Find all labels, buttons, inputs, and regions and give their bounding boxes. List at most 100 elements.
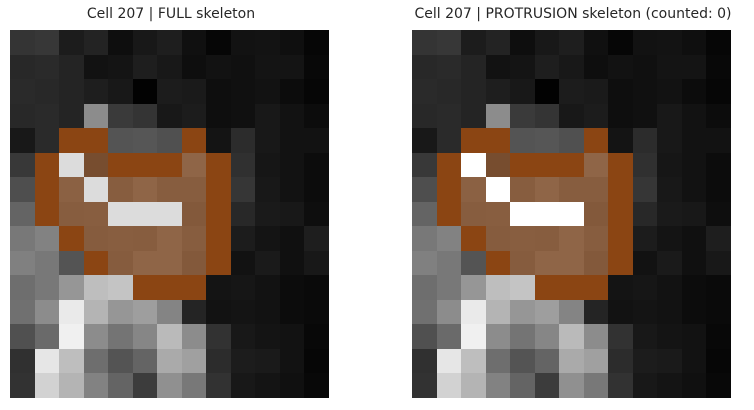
pixel-cell — [436, 373, 461, 398]
pixel-cell — [461, 30, 486, 55]
pixel-cell — [681, 250, 706, 275]
pixel-cell — [461, 128, 486, 153]
pixel-cell — [657, 128, 682, 153]
pixel-cell — [59, 275, 84, 300]
pixel-cell — [83, 201, 108, 226]
pixel-cell — [83, 54, 108, 79]
pixel-cell — [681, 226, 706, 251]
pixel-cell — [10, 324, 35, 349]
pixel-cell — [436, 201, 461, 226]
pixel-cell — [279, 128, 304, 153]
pixel-cell — [255, 275, 280, 300]
pixel-cell — [181, 324, 206, 349]
pixel-cell — [436, 324, 461, 349]
pixel-cell — [59, 324, 84, 349]
pixel-cell — [304, 79, 329, 104]
pixel-cell — [534, 103, 559, 128]
pixel-cell — [681, 103, 706, 128]
pixel-cell — [255, 250, 280, 275]
pixel-cell — [34, 128, 59, 153]
pixel-cell — [436, 30, 461, 55]
pixel-cell — [83, 103, 108, 128]
pixel-cell — [632, 103, 657, 128]
pixel-cell — [83, 226, 108, 251]
pixel-cell — [108, 79, 133, 104]
pixel-cell — [157, 128, 182, 153]
pixel-cell — [108, 299, 133, 324]
pixel-cell — [632, 373, 657, 398]
pixel-cell — [632, 299, 657, 324]
pixel-cell — [83, 275, 108, 300]
panel-title-protrusion: Cell 207 | PROTRUSION skeleton (counted:… — [414, 6, 732, 22]
pixel-cell — [681, 30, 706, 55]
pixel-cell — [461, 152, 486, 177]
pixel-cell — [657, 250, 682, 275]
pixel-cell — [559, 275, 584, 300]
pixel-cell — [681, 373, 706, 398]
pixel-cell — [108, 250, 133, 275]
pixel-cell — [534, 79, 559, 104]
pixel-cell — [304, 373, 329, 398]
pixel-cell — [206, 128, 231, 153]
pixel-cell — [132, 54, 157, 79]
pixel-cell — [559, 250, 584, 275]
pixel-cell — [534, 152, 559, 177]
pixel-cell — [510, 30, 535, 55]
pixel-cell — [157, 373, 182, 398]
pixel-cell — [608, 30, 633, 55]
pixel-cell — [10, 226, 35, 251]
pixel-cell — [255, 177, 280, 202]
pixel-cell — [436, 250, 461, 275]
pixel-cell — [485, 103, 510, 128]
pixel-cell — [157, 299, 182, 324]
pixel-cell — [412, 103, 437, 128]
pixel-cell — [255, 79, 280, 104]
pixel-cell — [706, 324, 731, 349]
pixel-cell — [608, 79, 633, 104]
pixel-cell — [412, 373, 437, 398]
pixel-cell — [510, 201, 535, 226]
pixel-cell — [436, 152, 461, 177]
pixel-cell — [181, 30, 206, 55]
pixel-cell — [279, 201, 304, 226]
pixel-cell — [59, 128, 84, 153]
pixel-cell — [255, 152, 280, 177]
pixel-cell — [485, 226, 510, 251]
pixel-cell — [108, 226, 133, 251]
pixel-cell — [304, 201, 329, 226]
pixel-cell — [108, 54, 133, 79]
pixel-cell — [279, 177, 304, 202]
pixel-cell — [461, 373, 486, 398]
pixel-cell — [657, 324, 682, 349]
pixel-cell — [632, 324, 657, 349]
pixel-cell — [485, 128, 510, 153]
pixel-cell — [436, 275, 461, 300]
pixel-cell — [657, 177, 682, 202]
pixel-cell — [706, 275, 731, 300]
pixel-cell — [657, 348, 682, 373]
pixel-cell — [559, 128, 584, 153]
pixel-cell — [279, 299, 304, 324]
pixel-cell — [108, 128, 133, 153]
pixel-cell — [59, 177, 84, 202]
pixel-cell — [608, 128, 633, 153]
pixel-cell — [10, 54, 35, 79]
pixel-cell — [304, 54, 329, 79]
pixel-cell — [83, 177, 108, 202]
pixel-cell — [485, 348, 510, 373]
pixel-cell — [132, 299, 157, 324]
pixel-cell — [181, 299, 206, 324]
pixel-cell — [304, 299, 329, 324]
pixel-cell — [34, 54, 59, 79]
pixel-cell — [157, 54, 182, 79]
pixel-cell — [108, 103, 133, 128]
pixel-cell — [608, 324, 633, 349]
pixel-cell — [534, 201, 559, 226]
pixel-cell — [559, 103, 584, 128]
pixel-cell — [510, 373, 535, 398]
pixel-cell — [108, 348, 133, 373]
pixel-cell — [412, 30, 437, 55]
pixel-cell — [34, 30, 59, 55]
pixel-cell — [83, 30, 108, 55]
pixel-cell — [206, 201, 231, 226]
